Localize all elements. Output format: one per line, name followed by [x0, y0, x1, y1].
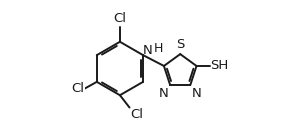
Text: N: N	[192, 87, 202, 100]
Text: N: N	[159, 87, 169, 100]
Text: H: H	[154, 42, 164, 55]
Text: Cl: Cl	[71, 82, 84, 95]
Text: S: S	[176, 38, 185, 51]
Text: Cl: Cl	[113, 12, 126, 25]
Text: N: N	[143, 44, 153, 57]
Text: SH: SH	[211, 59, 229, 72]
Text: Cl: Cl	[130, 108, 143, 121]
